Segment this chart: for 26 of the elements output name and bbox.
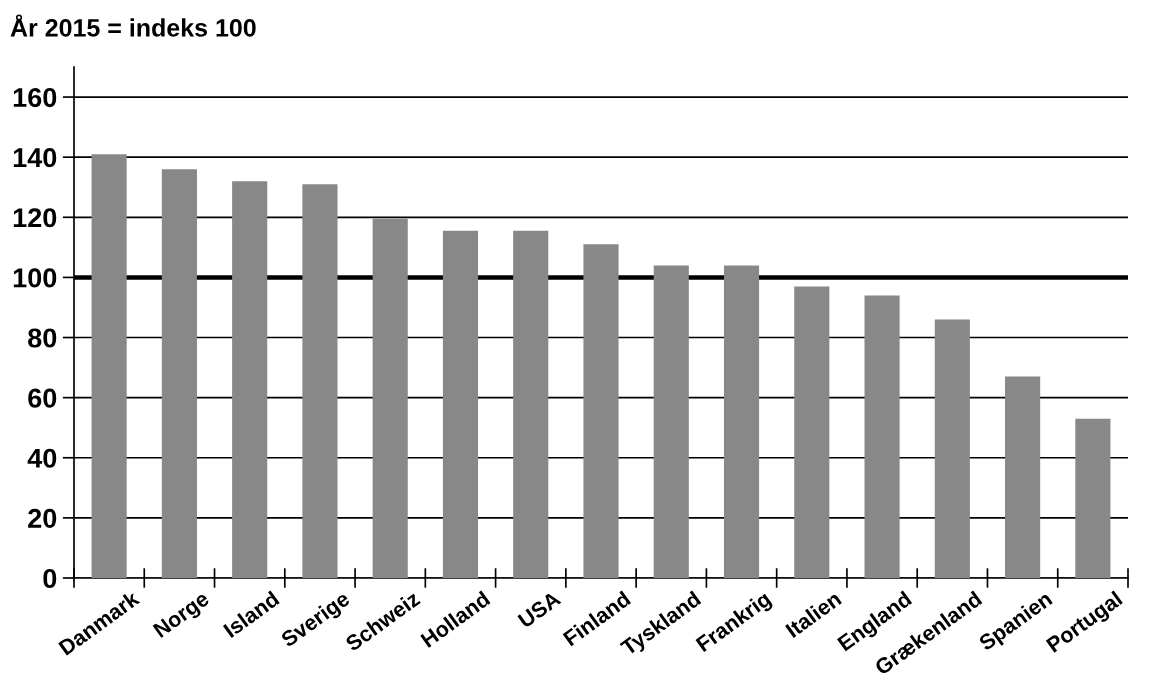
bar (91, 154, 127, 578)
y-tick-label: 40 (27, 448, 57, 468)
x-tick-label: USA (517, 590, 562, 629)
y-tick-label: 80 (28, 328, 57, 348)
y-tick-label: 60 (28, 388, 57, 408)
bar (161, 169, 197, 578)
bar (934, 319, 970, 578)
y-tick-label: 100 (13, 268, 57, 288)
chart-title: År 2015 = indeks 100 (10, 14, 256, 37)
bar (442, 230, 479, 578)
y-tick-label: 20 (28, 508, 57, 528)
y-tick-label: 0 (43, 568, 57, 589)
bar (794, 286, 830, 578)
bar (1075, 418, 1111, 578)
y-tick-label: 140 (13, 148, 57, 168)
bar (653, 265, 689, 578)
bar (1005, 376, 1041, 578)
bar (864, 295, 900, 578)
bar (232, 181, 268, 578)
bar (372, 218, 408, 578)
bar (583, 244, 619, 578)
y-tick-label: 160 (13, 87, 57, 108)
bar (723, 265, 760, 578)
bar (302, 184, 338, 578)
bar (513, 230, 549, 578)
y-tick-label: 120 (13, 208, 57, 228)
